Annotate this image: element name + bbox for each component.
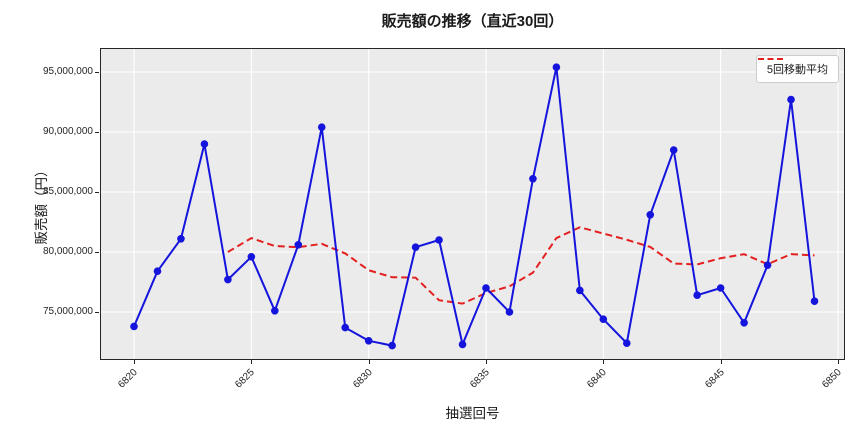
y-tick-label: 90,000,000 [42,126,93,137]
y-tick-mark [95,132,99,133]
y-tick-label: 95,000,000 [42,66,93,77]
y-tick-mark [95,312,99,313]
y-tick-mark [95,72,99,73]
x-tick-mark [251,360,253,364]
legend-label: 5回移動平均 [766,64,828,76]
y-tick-label: 80,000,000 [42,246,93,257]
legend: 5回移動平均 [755,55,839,83]
x-tick-mark [368,360,370,364]
chart-title: 販売額の推移（直近30回） [381,13,564,30]
y-tick-mark [95,192,99,193]
x-tick-mark [134,360,136,364]
plot-area: 5回移動平均 [100,48,845,360]
y-axis-label-text: 販売額（円） [34,163,49,245]
x-tick-mark [837,360,839,364]
y-tick-label: 85,000,000 [42,186,93,197]
x-tick-mark [485,360,487,364]
x-tick-mark [720,360,722,364]
x-axis-label: 抽選回号 [445,406,500,421]
legend-dashed-line-icon [757,58,786,60]
chart-svg [100,48,845,360]
y-tick-mark [95,252,99,253]
y-tick-label: 75,000,000 [42,306,93,317]
x-tick-mark [603,360,605,364]
